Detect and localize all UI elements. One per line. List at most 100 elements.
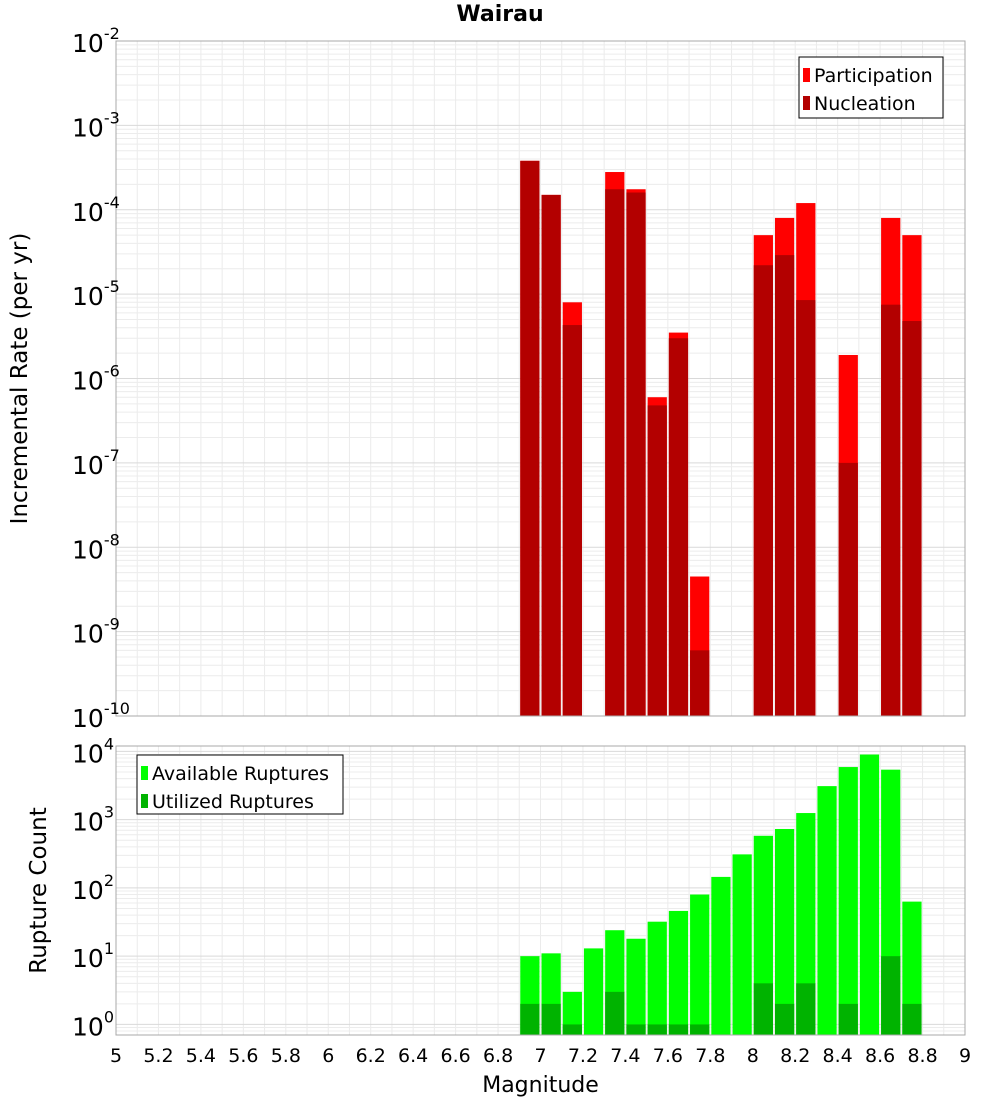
x-tick-label: 7.8 [695, 1045, 725, 1067]
legend-label: Available Ruptures [152, 763, 329, 785]
y-tick-label: 104 [72, 734, 114, 768]
bar [796, 300, 816, 716]
rupture-count-plot: 100 101 102 103 104 Rupture Count 5 5.2 5.4 5.6 5.… [26, 734, 971, 1098]
bar [774, 828, 795, 1035]
x-tick-label: 5.8 [271, 1045, 301, 1067]
bar [774, 1003, 795, 1035]
x-tick-labels: 5 5.2 5.4 5.6 5.8 6 6.2 6.4 6.6 6.8 7 7.2 7.4 7.6 7.8 8… [110, 1045, 971, 1067]
bar [520, 1003, 540, 1035]
series-utilized-ruptures [520, 956, 922, 1035]
bar [796, 983, 816, 1035]
bar [647, 1024, 667, 1035]
x-tick-label: 6.2 [356, 1045, 386, 1067]
x-tick-label: 7.2 [568, 1045, 598, 1067]
legend-swatch [803, 96, 810, 110]
x-tick-label: 6.6 [440, 1045, 470, 1067]
bar [647, 921, 667, 1035]
bar [690, 894, 710, 1035]
y-tick-label: 103 [72, 803, 114, 837]
y-tick-label: 100 [72, 1007, 114, 1041]
bar [902, 901, 922, 1035]
bar [690, 650, 710, 716]
x-tick-label: 7.6 [653, 1045, 683, 1067]
rate-plot: 10-10 10-9 10-8 10-7 10-6 10-5 10-4 10-3 10-2 Inc… [7, 24, 966, 733]
bar [753, 265, 773, 716]
y-axis-label: Incremental Rate (per yr) [7, 233, 33, 525]
bar [838, 462, 858, 716]
legend-box [798, 56, 944, 119]
bar [583, 948, 604, 1035]
x-tick-label: 5.2 [143, 1045, 173, 1067]
bar [668, 338, 689, 716]
legend-swatch [803, 68, 810, 82]
bar [541, 1003, 561, 1035]
y-axis-label: Rupture Count [26, 807, 52, 973]
y-tick-labels: 10-10 10-9 10-8 10-7 10-6 10-5 10-4 10-3 10-2 [72, 24, 130, 733]
x-tick-label: 6.8 [483, 1045, 513, 1067]
x-tick-label: 8.8 [907, 1045, 937, 1067]
bar [817, 786, 837, 1035]
bar [605, 991, 625, 1035]
plot-frame [115, 40, 966, 717]
bar [881, 304, 901, 716]
grid [115, 41, 966, 717]
x-tick-label: 8.4 [823, 1045, 853, 1067]
bar [753, 983, 773, 1035]
x-tick-label: 8 [747, 1045, 759, 1067]
x-tick-label: 5.4 [186, 1045, 216, 1067]
bar [774, 255, 795, 716]
bar [541, 194, 561, 716]
bar [838, 1003, 858, 1035]
bar [647, 405, 667, 716]
bar [668, 910, 689, 1035]
y-tick-label: 101 [72, 939, 114, 973]
bar [902, 1003, 922, 1035]
bar [902, 321, 922, 716]
legend-box [136, 754, 344, 815]
legend-swatch [141, 794, 148, 808]
series-nucleation [520, 160, 922, 717]
bar [859, 754, 880, 1035]
legend-label: Nucleation [814, 93, 916, 115]
bar [626, 192, 646, 717]
bar [520, 160, 540, 717]
plot-frame [115, 745, 966, 1036]
bar [605, 189, 625, 717]
bar [838, 767, 858, 1035]
y-tick-label: 10-2 [72, 24, 120, 58]
bar [690, 1024, 710, 1035]
legend-label: Participation [814, 65, 933, 87]
y-tick-label: 102 [72, 871, 114, 905]
legend: Participation Nucleation [798, 56, 944, 119]
legend-label: Utilized Ruptures [152, 791, 314, 813]
bar [732, 854, 752, 1035]
y-tick-label: 10-4 [72, 193, 120, 227]
y-tick-label: 10-7 [72, 446, 120, 480]
bar [881, 956, 901, 1035]
chart-title: Wairau [456, 2, 544, 27]
bar [562, 1024, 582, 1035]
y-tick-label: 10-5 [72, 277, 120, 311]
bar [626, 938, 646, 1035]
y-tick-label: 10-10 [72, 699, 130, 733]
y-tick-label: 10-6 [72, 362, 120, 396]
bar [796, 813, 816, 1035]
y-tick-label: 10-8 [72, 530, 120, 564]
x-tick-label: 7.4 [610, 1045, 640, 1067]
x-tick-label: 6 [322, 1045, 334, 1067]
x-tick-label: 6.4 [398, 1045, 428, 1067]
bar [626, 1024, 646, 1035]
legend-swatch [141, 766, 148, 780]
x-tick-label: 5 [110, 1045, 122, 1067]
bar [668, 1024, 689, 1035]
x-tick-label: 9 [959, 1045, 971, 1067]
x-tick-label: 8.6 [865, 1045, 895, 1067]
x-tick-label: 7 [534, 1045, 546, 1067]
legend: Available Ruptures Utilized Ruptures [136, 754, 344, 815]
y-tick-labels: 100 101 102 103 104 [72, 734, 114, 1041]
x-tick-label: 5.6 [228, 1045, 258, 1067]
y-tick-label: 10-3 [72, 108, 120, 142]
x-tick-label: 8.2 [780, 1045, 810, 1067]
series-available-ruptures [520, 754, 922, 1035]
